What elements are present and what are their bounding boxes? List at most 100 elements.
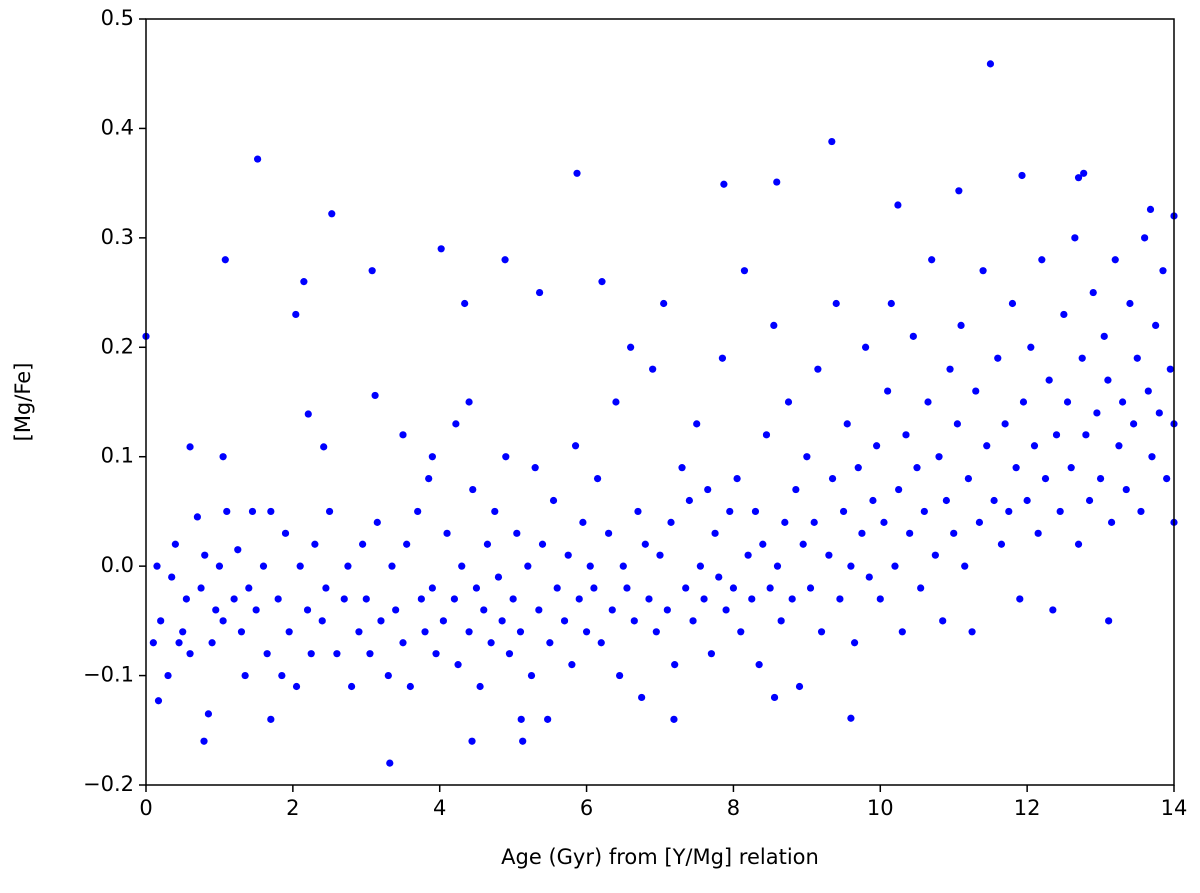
point (296, 562, 304, 570)
point (322, 584, 330, 592)
point (219, 453, 227, 461)
point (212, 606, 220, 614)
point (278, 671, 286, 680)
point (983, 442, 991, 450)
point (649, 365, 657, 373)
point (535, 288, 544, 297)
point (608, 606, 616, 614)
point (825, 551, 833, 559)
point (476, 682, 484, 691)
point (582, 628, 591, 636)
point (1030, 442, 1039, 450)
x-tick-label: 12 (1014, 796, 1041, 820)
point (208, 639, 216, 647)
point (388, 562, 396, 570)
point (884, 387, 892, 395)
point (311, 540, 319, 548)
y-tick-label: 0.2 (101, 334, 134, 358)
point (204, 710, 213, 718)
point (465, 398, 473, 406)
point (773, 562, 782, 570)
point (1163, 475, 1171, 483)
point (685, 496, 693, 505)
point (718, 354, 727, 362)
point (325, 507, 334, 516)
point (942, 496, 950, 505)
point (154, 697, 163, 705)
point (461, 299, 469, 308)
point (516, 628, 525, 636)
point (371, 391, 379, 400)
point (726, 507, 734, 516)
point (1078, 354, 1086, 362)
point (994, 354, 1002, 362)
point (1141, 234, 1149, 242)
y-tick-label: 0.5 (101, 6, 134, 30)
point (573, 169, 581, 177)
x-tick-label: 10 (867, 796, 894, 820)
point (1023, 496, 1031, 505)
point (1063, 398, 1072, 406)
point (693, 420, 701, 428)
point (1096, 475, 1105, 483)
point (259, 562, 268, 570)
point (729, 584, 738, 592)
point (340, 595, 348, 603)
point (472, 584, 481, 592)
point (847, 714, 855, 722)
point (759, 540, 767, 548)
point (245, 584, 253, 592)
point (538, 540, 547, 548)
point (366, 650, 374, 658)
point (1119, 398, 1127, 406)
point (762, 431, 771, 439)
point (157, 617, 165, 625)
point (153, 562, 161, 570)
point (274, 595, 282, 603)
point (671, 661, 679, 669)
point (773, 178, 781, 186)
point (531, 464, 539, 472)
point (480, 606, 488, 614)
point (828, 475, 837, 483)
point (836, 595, 844, 603)
point (443, 529, 451, 537)
point (1166, 365, 1174, 373)
point (355, 628, 363, 636)
point (421, 628, 429, 636)
point (939, 617, 947, 625)
point (781, 518, 789, 526)
point (414, 507, 422, 516)
point (803, 453, 811, 461)
y-tick-label: −0.1 (83, 663, 134, 687)
point (219, 617, 227, 625)
point (670, 715, 678, 723)
point (843, 420, 851, 428)
point (847, 562, 855, 570)
point (428, 584, 436, 592)
point (770, 321, 778, 329)
point (303, 606, 312, 614)
point (1052, 431, 1061, 439)
point (751, 507, 760, 516)
point (828, 137, 836, 146)
point (1152, 321, 1160, 329)
point (454, 661, 462, 669)
point (964, 475, 973, 483)
point (862, 343, 870, 351)
point (333, 650, 341, 658)
point (696, 562, 704, 570)
point (975, 518, 984, 526)
point (968, 628, 976, 636)
point (1056, 507, 1064, 516)
point (917, 584, 925, 592)
point (755, 661, 763, 669)
point (612, 398, 620, 406)
point (223, 507, 231, 516)
point (241, 671, 249, 680)
x-tick-label: 6 (580, 796, 593, 820)
point (175, 639, 183, 647)
point (1089, 288, 1097, 297)
point (519, 737, 527, 745)
